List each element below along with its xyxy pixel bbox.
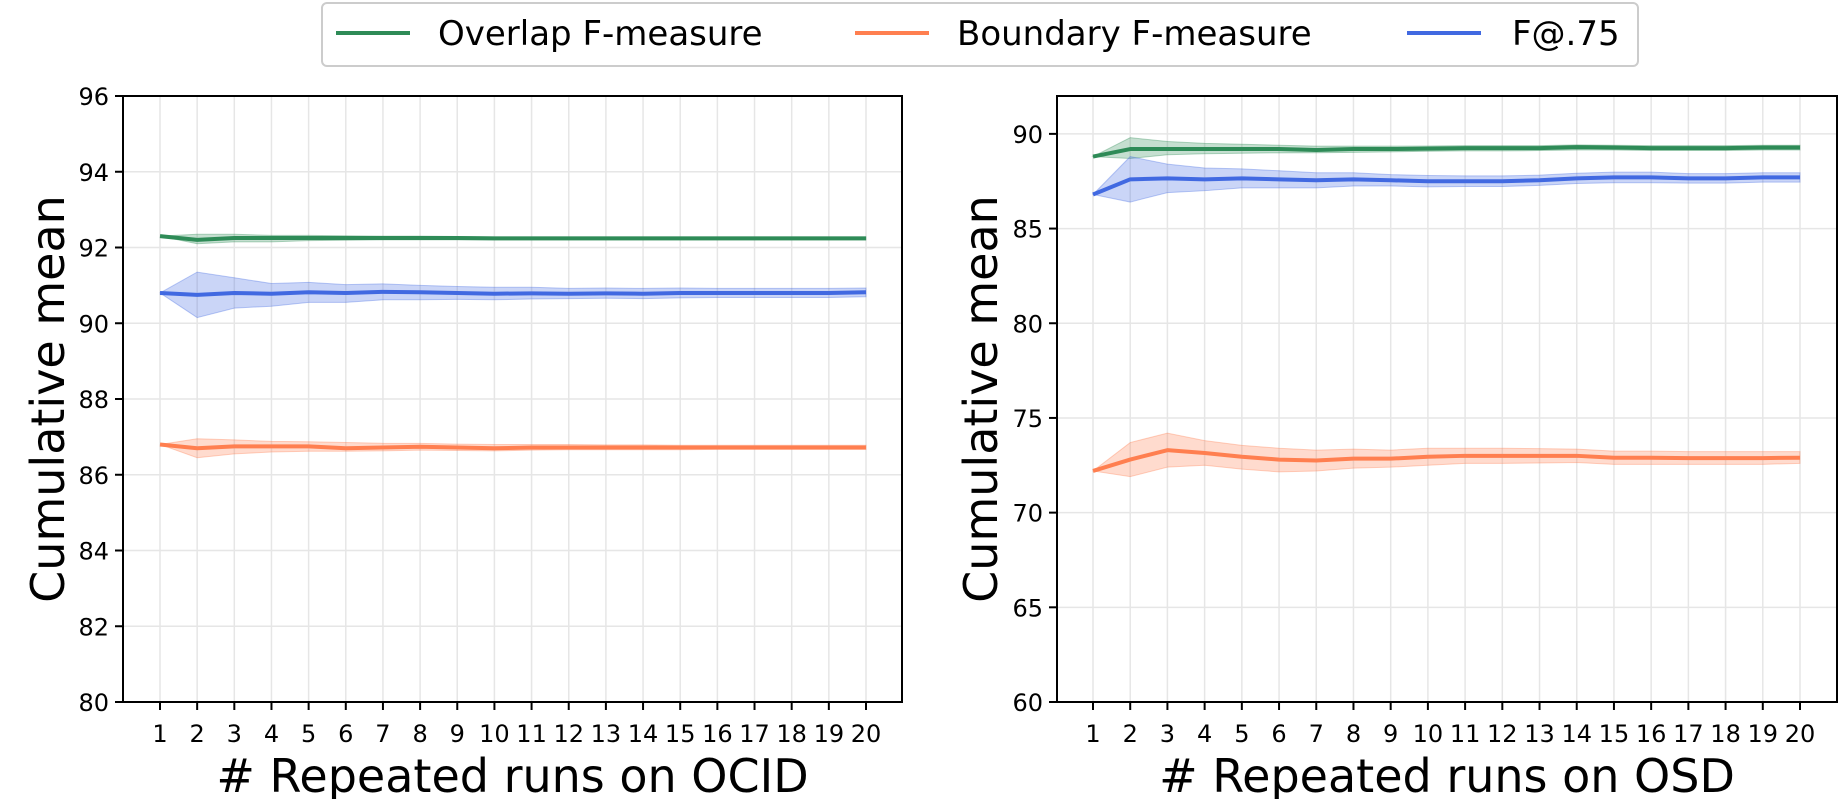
x-tick-label: 4 [1197, 720, 1212, 748]
x-tick-label: 6 [338, 720, 353, 748]
x-tick-label: 7 [1309, 720, 1324, 748]
y-tick-label: 96 [78, 83, 109, 111]
series-line-boundary-f-measure-ocid [159, 442, 866, 451]
x-tick-label: 9 [450, 720, 465, 748]
legend-entry-overlap: Overlap F-measure [336, 14, 763, 54]
x-tick-label: 9 [1383, 720, 1398, 748]
x-tick-label: 1 [152, 720, 167, 748]
chart-ocid-grid [123, 95, 902, 703]
x-tick-label: 16 [702, 720, 733, 748]
y-tick-label: 94 [78, 159, 109, 187]
legend: Overlap F-measure Boundary F-measure F@.… [321, 2, 1639, 67]
y-tick-label: 80 [78, 689, 109, 717]
x-tick-label: 5 [1234, 720, 1249, 748]
x-tick-label: 7 [375, 720, 390, 748]
legend-label-overlap: Overlap F-measure [438, 14, 763, 54]
y-tick-label: 90 [1012, 121, 1043, 149]
chart-osd-bands [1091, 137, 1801, 478]
x-tick-label: 3 [227, 720, 242, 748]
x-tick-label: 8 [412, 720, 427, 748]
series-line-overlap-f-measure-ocid [159, 234, 866, 242]
x-tick-label: 15 [665, 720, 696, 748]
legend-label-f75: F@.75 [1512, 14, 1620, 54]
series-line-overlap-f-measure-osd [1092, 145, 1800, 159]
chart-ocid-y-axis-title: Cumulative mean [21, 195, 75, 603]
x-tick-label: 18 [1710, 720, 1741, 748]
y-tick-label: 80 [1012, 310, 1043, 338]
x-tick-label: 17 [1673, 720, 1704, 748]
legend-entry-f75: F@.75 [1407, 14, 1620, 54]
x-tick-label: 5 [301, 720, 316, 748]
chart-osd-lines [1092, 145, 1801, 473]
x-tick-label: 14 [628, 720, 659, 748]
y-tick-label: 84 [78, 538, 109, 566]
x-tick-label: 4 [264, 720, 279, 748]
x-tick-label: 2 [190, 720, 205, 748]
legend-entry-boundary: Boundary F-measure [855, 14, 1312, 54]
x-tick-label: 14 [1561, 720, 1592, 748]
y-tick-label: 92 [78, 235, 109, 263]
x-tick-label: 19 [1748, 720, 1779, 748]
chart-osd-x-ticks: 1 2 3 4 5 6 7 8 9 10 11 12 13 14 15 16 17 18 19 20 [1085, 702, 1815, 748]
x-tick-label: 2 [1123, 720, 1138, 748]
y-tick-label: 70 [1012, 500, 1043, 528]
x-tick-label: 13 [591, 720, 622, 748]
legend-label-boundary: Boundary F-measure [957, 14, 1312, 54]
x-tick-label: 19 [814, 720, 845, 748]
x-tick-label: 20 [851, 720, 882, 748]
x-tick-label: 11 [1450, 720, 1481, 748]
x-tick-label: 10 [479, 720, 510, 748]
y-tick-label: 82 [78, 613, 109, 641]
x-tick-label: 13 [1524, 720, 1555, 748]
y-tick-label: 88 [78, 386, 109, 414]
x-tick-label: 11 [516, 720, 547, 748]
chart-osd-y-ticks: 60 65 70 75 80 85 90 [1012, 121, 1057, 717]
chart-ocid-y-ticks: 80 82 84 86 88 90 92 94 96 [78, 83, 123, 717]
y-tick-label: 75 [1012, 405, 1043, 433]
chart-osd-x-axis-title: # Repeated runs on OSD [1159, 749, 1735, 799]
chart-osd-y-axis-title: Cumulative mean [954, 195, 1008, 603]
x-tick-label: 17 [739, 720, 770, 748]
chart-osd-frame [1056, 95, 1838, 703]
x-tick-label: 18 [776, 720, 807, 748]
x-tick-label: 12 [553, 720, 584, 748]
y-tick-label: 60 [1012, 689, 1043, 717]
series-line-f-75-osd [1092, 175, 1800, 197]
x-tick-label: 16 [1636, 720, 1667, 748]
y-tick-label: 85 [1012, 216, 1043, 244]
legend-frame [321, 2, 1639, 67]
y-tick-label: 65 [1012, 594, 1043, 622]
x-tick-label: 20 [1785, 720, 1816, 748]
x-tick-label: 6 [1271, 720, 1286, 748]
x-tick-label: 3 [1160, 720, 1175, 748]
series-line-f-75-ocid [159, 289, 867, 297]
y-tick-label: 86 [78, 462, 109, 490]
x-tick-label: 12 [1487, 720, 1518, 748]
x-tick-label: 15 [1599, 720, 1630, 748]
chart-ocid-x-ticks: 1 2 3 4 5 6 7 8 9 10 11 12 13 14 15 16 17 18 19 20 [152, 702, 881, 748]
x-tick-label: 10 [1413, 720, 1444, 748]
x-tick-label: 1 [1085, 720, 1100, 748]
series-line-boundary-f-measure-osd [1092, 448, 1801, 473]
x-tick-label: 8 [1346, 720, 1361, 748]
chart-ocid-lines [159, 234, 867, 451]
y-tick-label: 90 [78, 310, 109, 338]
chart-ocid-x-axis-title: # Repeated runs on OCID [216, 749, 808, 799]
chart-ocid-bands [159, 233, 867, 459]
